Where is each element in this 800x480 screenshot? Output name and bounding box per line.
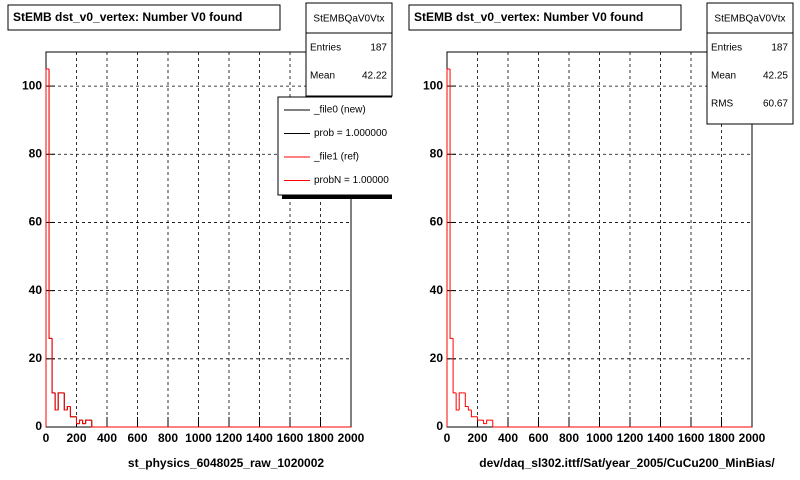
stats-box [706, 2, 794, 125]
chart-title: StEMB dst_v0_vertex: Number V0 found [13, 10, 242, 24]
x-tick-label: 1400 [246, 431, 273, 445]
y-tick-label: 40 [29, 283, 43, 297]
x-tick-label: 1800 [307, 431, 334, 445]
histogram-bin [57, 392, 62, 410]
x-tick-label: 400 [498, 431, 518, 445]
x-tick-label: 1400 [647, 431, 674, 445]
histogram-bin [91, 420, 351, 428]
y-tick-label: 80 [29, 146, 43, 160]
histogram-bin [449, 69, 454, 339]
y-tick-label: 40 [430, 283, 444, 297]
histogram-bin [63, 392, 68, 411]
y-tick-label: 20 [29, 351, 43, 365]
histogram-bin [483, 420, 487, 425]
x-tick-label: 200 [66, 431, 86, 445]
stats-value: 187 [370, 43, 387, 54]
histogram-bin [69, 406, 74, 418]
stats-label: Mean [310, 71, 335, 82]
histogram-bin [48, 69, 53, 339]
x-axis-label: dev/daq_sl302.ittf/Sat/year_2005/CuCu200… [479, 456, 775, 470]
histogram-bin [455, 392, 460, 411]
stats-label: RMS [711, 99, 734, 110]
x-tick-label: 1000 [185, 431, 212, 445]
y-tick-label: 80 [430, 146, 444, 160]
stats-value: 60.67 [763, 99, 788, 110]
histogram-bin [66, 406, 71, 410]
x-tick-label: 200 [467, 431, 487, 445]
x-axis-label: st_physics_6048025_raw_1020002 [128, 456, 324, 470]
title-box [7, 4, 281, 31]
x-tick-label: 1600 [678, 431, 705, 445]
histogram-bin [45, 68, 50, 427]
stats-value: 42.25 [763, 71, 788, 82]
histogram-bin [79, 419, 83, 424]
x-tick-label: 1200 [617, 431, 644, 445]
histogram-bin [470, 409, 475, 418]
y-tick-label: 100 [22, 78, 42, 92]
histogram-bin [452, 338, 457, 394]
chart-title: StEMB dst_v0_vertex: Number V0 found [414, 10, 643, 24]
histogram-bin [467, 406, 472, 411]
y-tick-label: 60 [430, 215, 444, 229]
y-tick-label: 60 [29, 215, 43, 229]
x-tick-label: 1600 [277, 431, 304, 445]
legend-label: _file0 (new) [313, 105, 366, 116]
legend-label: prob = 1.000000 [314, 128, 388, 139]
histogram-bin [85, 419, 89, 424]
histogram-bin [446, 68, 451, 427]
y-tick-label: 100 [423, 78, 443, 92]
legend-label: probN = 1.00000 [314, 175, 389, 186]
stats-box [305, 2, 393, 97]
legend-label: _file1 (ref) [313, 152, 359, 163]
x-tick-label: 2000 [338, 431, 365, 445]
x-tick-label: 1000 [586, 431, 613, 445]
histogram-bin [76, 416, 80, 425]
histogram-bin [486, 419, 490, 424]
stats-label: Mean [711, 71, 736, 82]
x-tick-label: 1800 [708, 431, 735, 445]
stats-title: StEMBQaV0Vtx [313, 14, 384, 25]
x-tick-label: 2000 [739, 431, 766, 445]
y-tick-label: 20 [430, 351, 444, 365]
x-tick-label: 1200 [216, 431, 243, 445]
x-tick-label: 600 [528, 431, 548, 445]
y-tick-label: 0 [436, 419, 443, 433]
histogram-bin [477, 416, 481, 421]
x-tick-label: 800 [559, 431, 579, 445]
histogram-bin [492, 420, 752, 428]
y-tick-label: 0 [35, 419, 42, 433]
stats-value: 187 [771, 43, 788, 54]
histogram-bin [464, 392, 469, 408]
histogram-bin [54, 392, 59, 411]
x-tick-label: 0 [43, 431, 50, 445]
stats-label: Entries [711, 43, 742, 54]
stats-label: Entries [310, 43, 341, 54]
histogram-bin [51, 338, 56, 394]
title-box [408, 4, 682, 31]
histogram-bin [82, 420, 86, 425]
stats-value: 42.22 [362, 71, 387, 82]
x-tick-label: 600 [127, 431, 147, 445]
x-tick-label: 400 [97, 431, 117, 445]
legend: _file0 (new) prob = 1.000000 _file1 (ref) p… [277, 96, 392, 199]
histogram-bin [458, 392, 463, 410]
legend-box [277, 96, 392, 196]
x-tick-label: 800 [158, 431, 178, 445]
stats-title: StEMBQaV0Vtx [714, 14, 785, 25]
x-tick-label: 0 [444, 431, 451, 445]
